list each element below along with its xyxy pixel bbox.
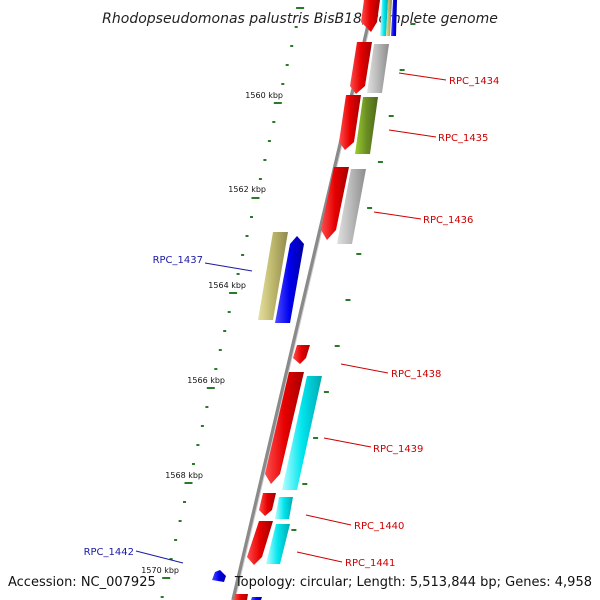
gene-label-rpc-1440[interactable]: RPC_1440 [354, 521, 404, 532]
minor-tick [241, 254, 245, 256]
minor-tick [227, 311, 231, 313]
accession-text: Accession: NC_007925 [8, 575, 156, 590]
minor-tick [272, 121, 276, 123]
gene-label-rpc-1439[interactable]: RPC_1439 [373, 444, 423, 455]
minor-tick [160, 596, 164, 598]
major-tick [206, 387, 215, 389]
tick-label-1560: 1560 kbp [245, 91, 283, 100]
gene-feature[interactable] [380, 0, 388, 36]
minor-tick [399, 69, 405, 71]
gene-label-rpc-1436[interactable]: RPC_1436 [423, 215, 473, 226]
genome-backbone [231, 0, 376, 600]
genes [212, 0, 397, 600]
minor-tick [196, 444, 200, 446]
gene-feature[interactable] [282, 376, 322, 490]
gene-label-rpc-1435[interactable]: RPC_1435 [438, 133, 488, 144]
minor-tick [291, 529, 297, 531]
minor-tick [192, 463, 195, 465]
gene-feature[interactable] [350, 42, 372, 94]
gene-feature[interactable] [367, 44, 389, 93]
gene-label-rpc-1441[interactable]: RPC_1441 [345, 558, 395, 569]
kbp-labels: 1560 kbp 1562 kbp 1564 kbp 1566 kbp 1568… [141, 91, 283, 575]
tick-ruler [160, 7, 416, 598]
minor-tick [169, 558, 173, 560]
minor-tick [345, 299, 351, 301]
gene-label-rpc-1442[interactable]: RPC_1442 [84, 547, 134, 558]
gene-feature[interactable] [247, 521, 273, 565]
gene-feature[interactable] [258, 232, 288, 320]
minor-tick [250, 216, 253, 218]
gene-label-rpc-1438[interactable]: RPC_1438 [391, 369, 441, 380]
minor-tick [218, 349, 222, 351]
minor-tick [200, 425, 204, 427]
major-tick [251, 197, 260, 199]
minor-tick [410, 23, 416, 25]
gene-feature[interactable] [265, 372, 304, 484]
minor-tick [313, 437, 319, 439]
minor-tick [223, 330, 227, 332]
minor-tick [236, 273, 240, 275]
tick-label-1570: 1570 kbp [141, 566, 179, 575]
gene-feature[interactable] [251, 597, 262, 600]
minor-tick [323, 391, 329, 393]
gene-feature[interactable] [266, 524, 290, 564]
minor-tick [294, 26, 298, 28]
tick-label-1566: 1566 kbp [187, 376, 225, 385]
gene-feature[interactable] [275, 497, 293, 519]
gene-feature[interactable] [321, 167, 349, 240]
tick-label-1568: 1568 kbp [165, 471, 203, 480]
minor-tick [245, 235, 249, 237]
minor-tick [367, 207, 373, 209]
minor-tick [214, 368, 218, 370]
gene-label-rpc-1434[interactable]: RPC_1434 [449, 76, 499, 87]
minor-tick [302, 483, 308, 485]
map-title: Rhodopseudomonas palustris BisB18, compl… [102, 11, 498, 27]
gene-labels: RPC_1434 RPC_1435 RPC_1436 RPC_1437 RPC_… [84, 72, 499, 569]
minor-tick [205, 406, 209, 408]
gene-feature[interactable] [391, 0, 397, 36]
minor-tick [377, 161, 383, 163]
minor-tick [281, 83, 285, 85]
gene-feature[interactable] [212, 570, 226, 582]
tick-label-1562: 1562 kbp [228, 185, 266, 194]
gene-feature[interactable] [337, 169, 366, 244]
minor-tick [356, 253, 362, 255]
major-tick [296, 7, 305, 9]
gene-feature[interactable] [293, 345, 310, 364]
major-tick [273, 102, 282, 104]
gene-feature[interactable] [259, 493, 276, 516]
tick-label-1564: 1564 kbp [208, 281, 246, 290]
minor-tick [285, 64, 289, 66]
minor-tick [334, 345, 340, 347]
gene-feature[interactable] [339, 95, 361, 150]
topology-text: Topology: circular; Length: 5,513,844 bp… [234, 575, 592, 590]
minor-tick [183, 501, 186, 503]
major-tick [184, 482, 193, 484]
minor-tick [178, 520, 182, 522]
minor-tick [258, 178, 262, 180]
gene-label-rpc-1437[interactable]: RPC_1437 [153, 255, 203, 266]
major-tick [229, 292, 238, 294]
gene-feature[interactable] [386, 0, 392, 36]
minor-tick [267, 140, 271, 142]
major-tick [162, 577, 171, 579]
minor-tick [263, 159, 267, 161]
minor-tick [290, 45, 294, 47]
gene-feature[interactable] [234, 594, 248, 600]
gene-feature[interactable] [355, 97, 378, 154]
gene-feature[interactable] [361, 0, 380, 32]
minor-tick [174, 539, 178, 541]
gene-feature[interactable] [275, 236, 304, 323]
minor-tick [388, 115, 394, 117]
